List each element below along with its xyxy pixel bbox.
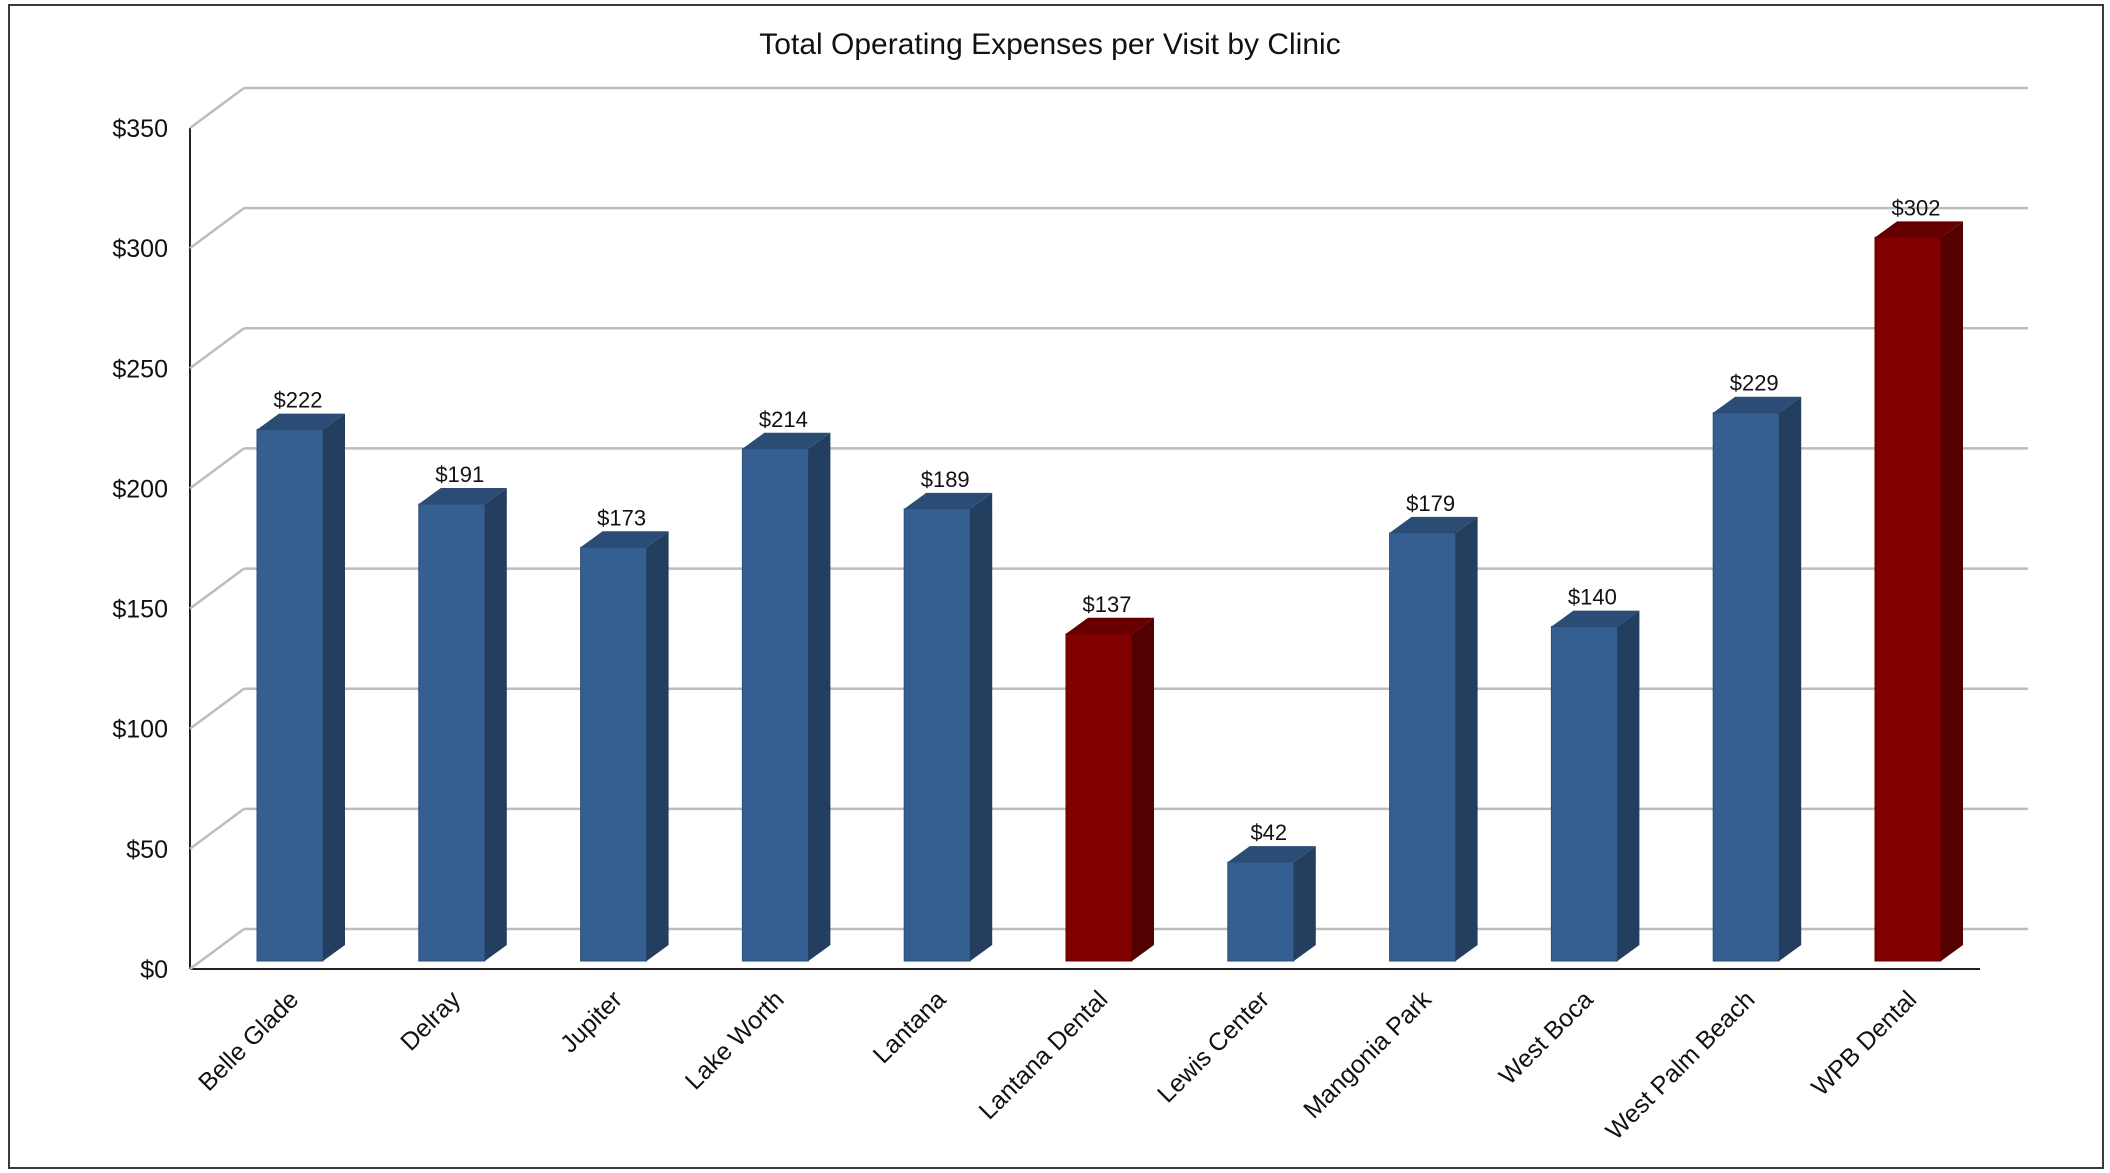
bar-top <box>580 531 669 548</box>
bar-chart: $0 $50 $100 $150 $200 $250 $300 $350 $222 $191 $1… <box>112 86 2028 1145</box>
bar <box>1227 846 1316 962</box>
bar-side <box>1779 396 1802 961</box>
bar-front <box>418 503 486 962</box>
data-label: $173 <box>597 505 646 530</box>
x-tick-label: Jupiter <box>555 985 628 1058</box>
bar-front <box>1065 633 1133 962</box>
data-label: $214 <box>759 407 808 432</box>
bar-front <box>1389 532 1457 962</box>
bars <box>256 221 1963 962</box>
bar <box>418 488 507 962</box>
bar-side <box>1293 846 1316 961</box>
data-label: $42 <box>1250 820 1287 845</box>
y-tick-label: $150 <box>112 596 168 624</box>
bar <box>741 432 831 962</box>
data-label: $179 <box>1406 491 1455 516</box>
bar-side <box>1617 610 1640 961</box>
x-tick-label: Belle Glade <box>193 985 304 1096</box>
bar-side <box>484 488 507 961</box>
bar-top <box>1551 610 1640 627</box>
gridline-diagonal <box>189 86 245 130</box>
bar-side <box>970 492 993 961</box>
y-tick-label: $350 <box>112 115 168 143</box>
gridline-diagonal <box>189 807 245 850</box>
y-tick-label: $100 <box>112 716 168 744</box>
bar-top <box>1713 396 1802 413</box>
bar <box>256 413 345 962</box>
x-tick-label: Lantana <box>868 985 952 1069</box>
x-tick-label: Lake Worth <box>680 985 790 1095</box>
bar-side <box>808 432 831 961</box>
y-tick-label: $300 <box>112 235 168 263</box>
bar-top <box>904 492 993 509</box>
bar-side <box>646 531 669 961</box>
bar <box>1389 516 1478 962</box>
bar-front <box>903 508 971 962</box>
chart-walls <box>189 128 1980 970</box>
data-label: $302 <box>1892 195 1941 220</box>
bar-front <box>1874 236 1942 962</box>
data-label: $229 <box>1730 371 1779 396</box>
bar-top <box>1066 617 1154 634</box>
bar-side <box>323 413 345 962</box>
bar <box>1065 617 1154 962</box>
data-label: $191 <box>435 462 484 487</box>
bar-side <box>1455 516 1478 961</box>
bar <box>1550 610 1640 962</box>
y-tick-label: $200 <box>112 475 168 503</box>
gridline-diagonal <box>189 327 245 370</box>
y-tick-label: $250 <box>112 355 168 383</box>
y-axis-ticks: $0 $50 $100 $150 $200 $250 $300 $350 <box>112 115 168 984</box>
data-label: $222 <box>274 388 323 413</box>
bar-front <box>580 546 648 962</box>
data-label: $189 <box>921 467 970 492</box>
y-tick-label: $50 <box>126 836 168 864</box>
bar-side <box>1941 221 1963 961</box>
x-tick-label: West Boca <box>1494 985 1599 1090</box>
bar <box>580 531 669 962</box>
gridline-diagonal <box>189 447 245 490</box>
gridline-diagonal <box>189 567 245 610</box>
data-labels: $222 $191 $173 $214 $189 $137 $42 $179 $140 $229 $… <box>274 195 1941 845</box>
bar-top <box>1227 846 1316 863</box>
x-tick-label: WPB Dental <box>1806 985 1922 1101</box>
bar-top <box>742 432 831 449</box>
bar-front <box>256 429 324 962</box>
gridline-diagonal <box>189 687 245 730</box>
x-tick-label: Mangonia Park <box>1298 985 1437 1124</box>
bar-top <box>257 413 345 430</box>
bar-front <box>1227 861 1295 962</box>
bar-front <box>1550 626 1618 962</box>
bar-top <box>1875 221 1963 238</box>
bar <box>903 492 993 962</box>
gridline-diagonal <box>189 207 245 250</box>
x-tick-label: Lantana Dental <box>974 985 1114 1125</box>
y-tick-label: $0 <box>140 956 168 984</box>
bar-front <box>741 448 809 962</box>
data-label: $137 <box>1083 592 1132 617</box>
bar-top <box>1389 516 1478 533</box>
data-label: $140 <box>1568 585 1617 610</box>
chart-title: Total Operating Expenses per Visit by Cl… <box>759 28 1341 61</box>
x-tick-label: Delray <box>395 985 466 1056</box>
bar-front <box>1712 412 1780 962</box>
gridline-diagonal <box>189 927 245 971</box>
chart-frame: Total Operating Expenses per Visit by Cl… <box>8 4 2104 1169</box>
bar <box>1874 221 1963 962</box>
bar <box>1712 396 1802 962</box>
x-axis-ticks: Belle Glade Delray Jupiter Lake Worth Lantan… <box>193 985 1922 1145</box>
bar-top <box>418 488 507 505</box>
bar-side <box>1132 617 1154 961</box>
x-tick-label: West Palm Beach <box>1600 985 1760 1145</box>
x-tick-label: Lewis Center <box>1152 985 1275 1108</box>
